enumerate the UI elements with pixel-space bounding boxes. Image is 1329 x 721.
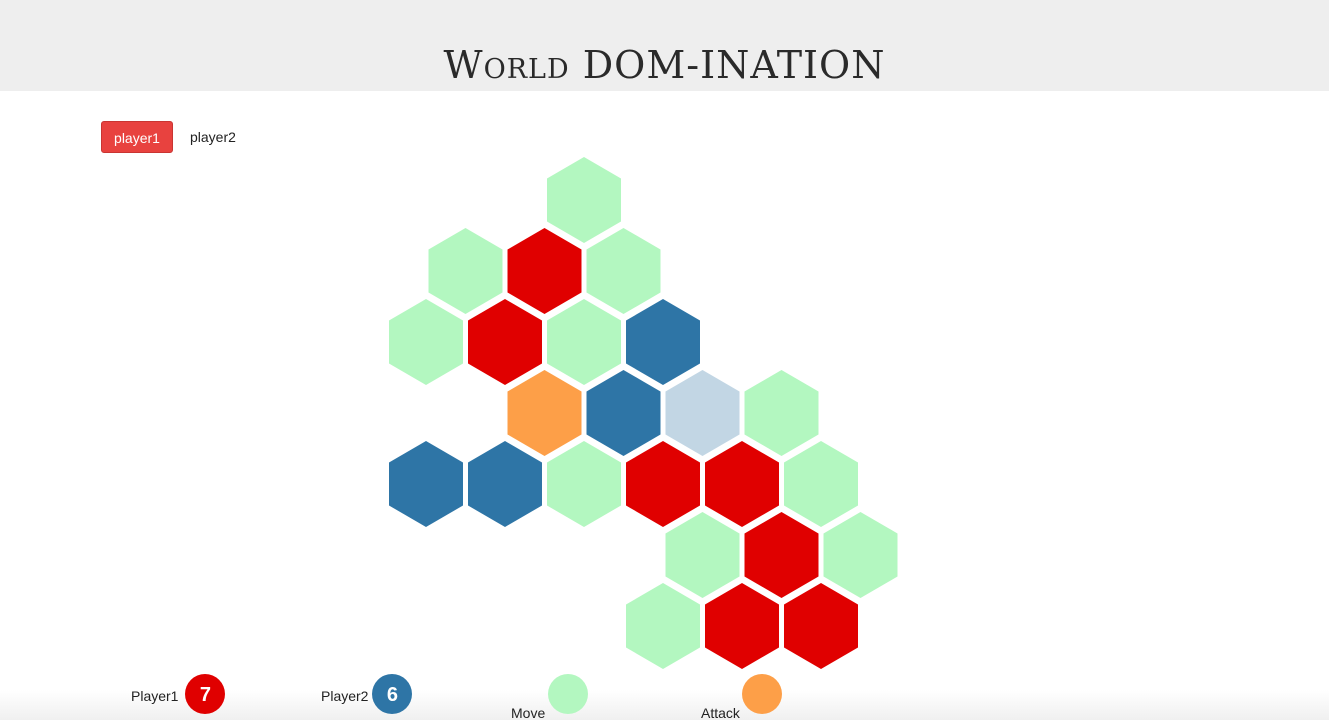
hex-tile-player1[interactable] [705,583,779,669]
hex-tile-move[interactable] [784,441,858,527]
hex-tile-player2[interactable] [626,299,700,385]
hex-tile-move[interactable] [626,583,700,669]
hex-tile-player1[interactable] [507,228,582,314]
hex-tile-move[interactable] [547,441,621,527]
hex-tile-selected[interactable] [665,370,740,456]
player-tabs: player1 player2 [101,121,248,153]
hex-tile-move[interactable] [389,299,463,385]
hex-tile-move[interactable] [547,299,621,385]
hex-tile-move[interactable] [428,228,503,314]
hex-tile-player1[interactable] [626,441,700,527]
hex-tile-player2[interactable] [389,441,463,527]
hex-tile-move[interactable] [665,512,740,598]
legend-move-label: Move [511,705,546,721]
hex-tile-player1[interactable] [468,299,542,385]
hex-tile-move[interactable] [586,228,661,314]
legend-player2: Player2 6 [321,674,413,714]
legend-move: Move [511,674,589,721]
hex-tile-player1[interactable] [705,441,779,527]
player2-score-badge: 6 [372,674,413,714]
hex-tile-attack[interactable] [507,370,582,456]
hex-tile-player1[interactable] [744,512,819,598]
move-swatch [548,674,589,714]
legend-attack-label: Attack [701,705,740,721]
header-bar: World DOM-INATION [0,0,1329,91]
hex-tile-move[interactable] [547,157,621,243]
hex-tile-move[interactable] [823,512,898,598]
legend-player1-label: Player1 [131,688,179,704]
hex-tile-move[interactable] [744,370,819,456]
page-title: World DOM-INATION [443,43,886,87]
hex-tile-player2[interactable] [586,370,661,456]
legend-attack: Attack [701,674,782,721]
player1-score-badge: 7 [185,674,226,714]
legend-player1: Player1 7 [131,674,226,714]
legend-player2-label: Player2 [321,688,369,704]
tab-player1[interactable]: player1 [101,121,173,153]
attack-swatch [741,674,782,714]
tab-player2[interactable]: player2 [190,129,236,145]
hex-tile-player2[interactable] [468,441,542,527]
hex-tile-player1[interactable] [784,583,858,669]
